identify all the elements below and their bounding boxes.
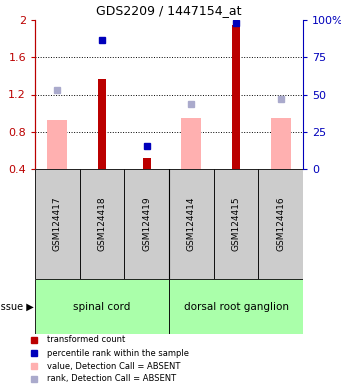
Text: tissue ▶: tissue ▶ bbox=[0, 301, 34, 311]
Text: GSM124414: GSM124414 bbox=[187, 197, 196, 251]
Text: GSM124416: GSM124416 bbox=[276, 197, 285, 251]
Text: GSM124419: GSM124419 bbox=[142, 197, 151, 251]
Text: GSM124415: GSM124415 bbox=[232, 197, 240, 251]
Text: dorsal root ganglion: dorsal root ganglion bbox=[183, 301, 288, 311]
Text: rank, Detection Call = ABSENT: rank, Detection Call = ABSENT bbox=[47, 374, 177, 384]
Text: transformed count: transformed count bbox=[47, 336, 126, 344]
Bar bbox=[47, 120, 68, 169]
Bar bbox=[232, 25, 240, 169]
Text: value, Detection Call = ABSENT: value, Detection Call = ABSENT bbox=[47, 361, 181, 371]
Text: GSM124418: GSM124418 bbox=[98, 197, 106, 251]
Text: spinal cord: spinal cord bbox=[73, 301, 131, 311]
Bar bbox=[258, 169, 303, 279]
Bar bbox=[181, 118, 202, 169]
Bar bbox=[214, 169, 258, 279]
Bar bbox=[169, 169, 214, 279]
Title: GDS2209 / 1447154_at: GDS2209 / 1447154_at bbox=[96, 5, 242, 17]
Bar bbox=[271, 118, 291, 169]
Text: GSM124417: GSM124417 bbox=[53, 197, 62, 251]
Bar bbox=[98, 79, 106, 169]
Bar bbox=[35, 279, 169, 334]
Bar bbox=[169, 279, 303, 334]
Bar bbox=[35, 169, 80, 279]
Bar bbox=[143, 158, 151, 169]
Text: percentile rank within the sample: percentile rank within the sample bbox=[47, 349, 189, 358]
Bar bbox=[124, 169, 169, 279]
Bar bbox=[80, 169, 124, 279]
